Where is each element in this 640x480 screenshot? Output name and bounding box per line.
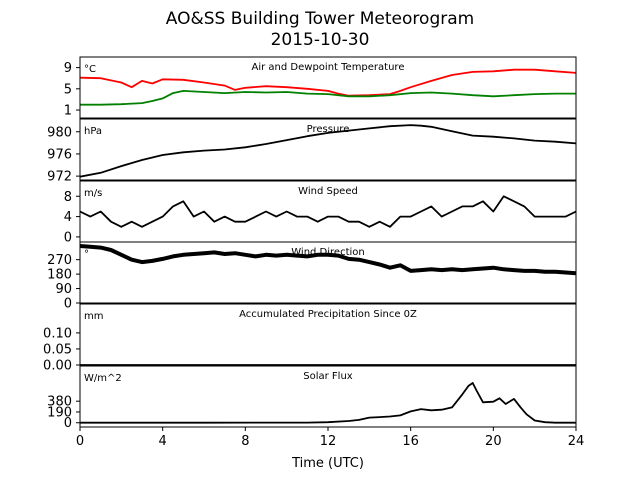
unit-label-wind-speed: m/s xyxy=(84,188,102,199)
panel-data xyxy=(80,195,576,228)
y-tick-label-solar-flux: 380 xyxy=(47,395,72,410)
panel-title-pressure: Pressure xyxy=(307,124,350,135)
unit-label-accumulated-precipitation-since-0z: mm xyxy=(84,311,103,322)
unit-label-wind-direction: ° xyxy=(84,249,89,260)
panel-pressure: 972 976 980 hPa Pressure xyxy=(47,118,577,185)
y-tick-label-pressure: 980 xyxy=(47,125,72,140)
panel-frame-accumulated-precipitation-since-0z xyxy=(79,303,577,366)
y-tick-label-accumulated-precipitation-since-0z: 0.05 xyxy=(43,342,72,357)
x-axis: 0 4 8 12 16 20 24 xyxy=(76,427,584,449)
y-tick-label-pressure: 976 xyxy=(47,147,72,162)
y-tick-label-pressure: 972 xyxy=(47,170,72,185)
panel-wind-speed: 0 4 8 m/s Wind Speed xyxy=(64,180,577,245)
series-line-solar-flux-0 xyxy=(80,382,576,424)
x-tick-label: 12 xyxy=(320,434,337,449)
x-tick-label: 8 xyxy=(241,434,249,449)
panel-frame-air-and-dewpoint-temperature xyxy=(79,56,577,119)
unit-label-air-and-dewpoint-temperature: °C xyxy=(84,64,96,75)
y-tick-label-wind-direction: 270 xyxy=(47,253,72,268)
y-tick-label-accumulated-precipitation-since-0z: 0.10 xyxy=(43,326,72,341)
panel-data xyxy=(80,124,576,178)
series-line-pressure-0 xyxy=(80,124,576,178)
unit-label-pressure: hPa xyxy=(84,126,102,137)
unit-label-solar-flux: W/m^2 xyxy=(84,373,122,384)
y-tick-label-wind-speed: 0 xyxy=(64,230,72,245)
x-tick-label: 4 xyxy=(159,434,167,449)
series-line-wind-speed-0 xyxy=(80,195,576,228)
figure-title: AO&SS Building Tower Meteorogram xyxy=(166,9,474,29)
y-tick-label-solar-flux: 190 xyxy=(47,405,72,420)
y-tick-label-wind-direction: 90 xyxy=(55,282,72,297)
y-tick-label-solar-flux: 0 xyxy=(64,416,72,431)
panel-title-air-and-dewpoint-temperature: Air and Dewpoint Temperature xyxy=(252,62,405,73)
panel-title-accumulated-precipitation-since-0z: Accumulated Precipitation Since 0Z xyxy=(239,309,417,320)
y-tick-label-air-and-dewpoint-temperature: 5 xyxy=(64,82,72,97)
y-tick-label-accumulated-precipitation-since-0z: 0.00 xyxy=(43,359,72,374)
x-axis-label: Time (UTC) xyxy=(291,456,364,471)
y-tick-label-wind-direction: 180 xyxy=(47,268,72,283)
panel-title-solar-flux: Solar Flux xyxy=(303,371,353,382)
panel-data xyxy=(80,68,576,106)
series-line-air-and-dewpoint-temperature-0 xyxy=(80,68,576,97)
figure-subtitle: 2015-10-30 xyxy=(271,30,370,50)
y-tick-label-wind-speed: 8 xyxy=(64,190,72,205)
panel-data xyxy=(80,244,576,276)
x-tick-label: 24 xyxy=(568,434,585,449)
panel-accumulated-precipitation-since-0z: 0.00 0.050.10 mm Accumulated Precipitation … xyxy=(43,303,577,374)
x-tick-label: 0 xyxy=(76,434,84,449)
panel-title-wind-direction: Wind Direction xyxy=(291,247,365,258)
y-tick-label-air-and-dewpoint-temperature: 1 xyxy=(64,104,72,119)
x-tick-label: 20 xyxy=(485,434,502,449)
series-line-air-and-dewpoint-temperature-1 xyxy=(80,90,576,106)
y-tick-label-wind-direction: 0 xyxy=(64,297,72,312)
panel-frame-pressure xyxy=(79,118,577,181)
y-tick-label-air-and-dewpoint-temperature: 9 xyxy=(64,61,72,76)
panel-data xyxy=(80,382,576,424)
panel-air-and-dewpoint-temperature: 1 5 9 °C Air and Dewpoint Temperature xyxy=(64,56,577,119)
panel-frame-wind-direction xyxy=(79,241,577,304)
x-tick-label: 16 xyxy=(402,434,419,449)
panels-group: 159 °C Air and Dewpoint Temperature9729769… xyxy=(43,56,577,431)
y-tick-label-wind-speed: 4 xyxy=(64,210,72,225)
series-line-wind-direction-0 xyxy=(80,244,576,276)
panel-title-wind-speed: Wind Speed xyxy=(298,186,358,197)
